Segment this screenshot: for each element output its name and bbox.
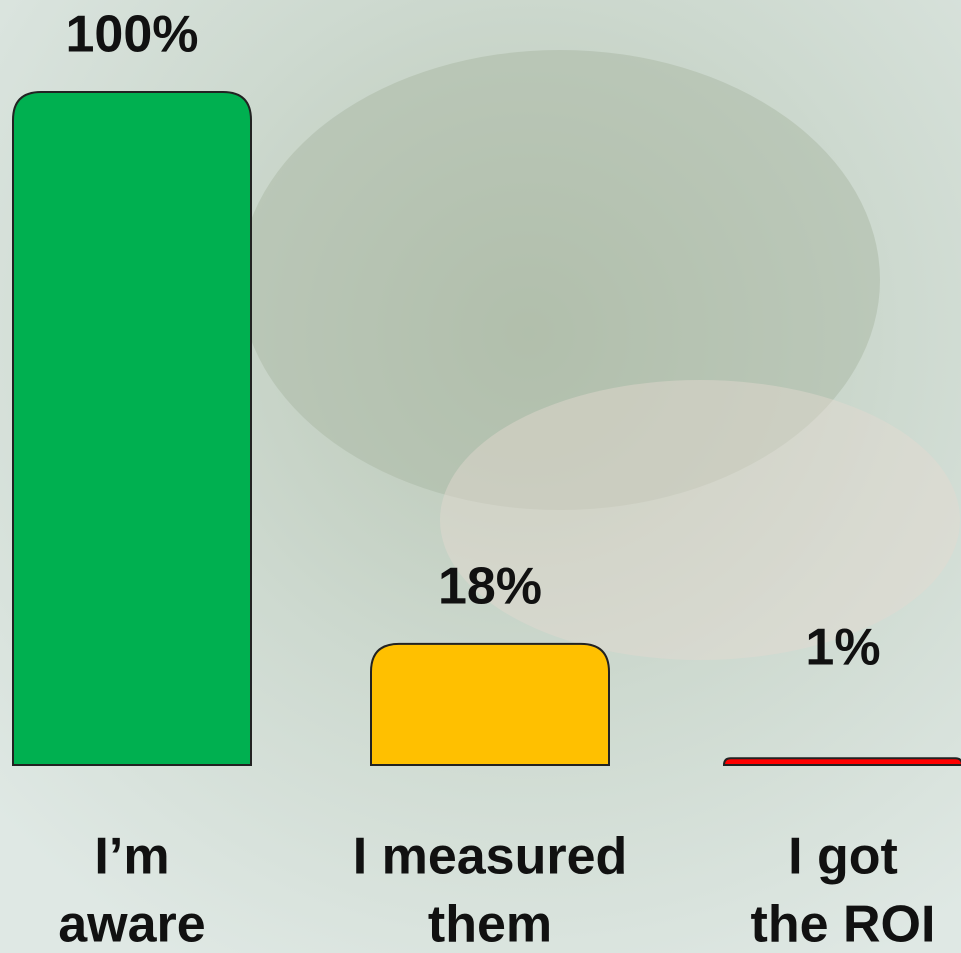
value-label: 1%	[805, 619, 880, 677]
background-shape	[240, 50, 880, 510]
bar	[722, 757, 961, 766]
value-label: 100%	[66, 6, 199, 64]
background-shape	[440, 380, 960, 660]
category-label: I’m	[94, 828, 169, 886]
bar	[12, 91, 252, 766]
category-label: I got	[788, 828, 898, 886]
category-label: them	[428, 896, 552, 953]
category-label: the ROI	[751, 896, 936, 953]
category-label: aware	[58, 896, 205, 953]
bar	[370, 642, 610, 766]
value-label: 18%	[438, 558, 542, 616]
category-label: I measured	[353, 828, 628, 886]
